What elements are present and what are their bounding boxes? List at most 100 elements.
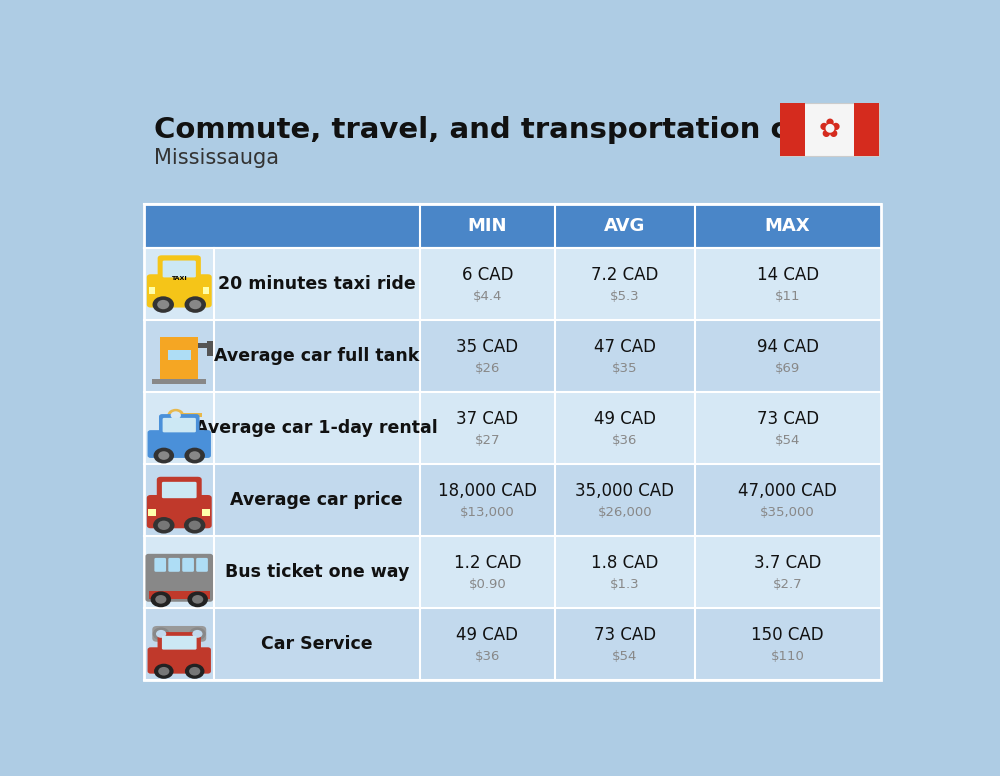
Circle shape xyxy=(171,411,181,419)
FancyBboxPatch shape xyxy=(148,509,156,516)
Text: 1.2 CAD: 1.2 CAD xyxy=(454,554,521,572)
FancyBboxPatch shape xyxy=(152,626,206,642)
Text: $26,000: $26,000 xyxy=(598,506,652,519)
FancyBboxPatch shape xyxy=(148,430,211,458)
Text: 49 CAD: 49 CAD xyxy=(594,410,656,428)
Text: Commute, travel, and transportation costs: Commute, travel, and transportation cost… xyxy=(154,116,857,144)
Text: $4.4: $4.4 xyxy=(473,290,502,303)
Text: $0.90: $0.90 xyxy=(468,578,506,591)
Text: $2.7: $2.7 xyxy=(773,578,802,591)
Circle shape xyxy=(158,451,169,460)
FancyBboxPatch shape xyxy=(149,591,210,599)
Circle shape xyxy=(153,628,170,640)
Text: 150 CAD: 150 CAD xyxy=(751,625,824,643)
Text: 6 CAD: 6 CAD xyxy=(462,266,513,284)
FancyBboxPatch shape xyxy=(163,261,196,278)
FancyBboxPatch shape xyxy=(158,255,201,282)
Text: 73 CAD: 73 CAD xyxy=(594,625,656,643)
Circle shape xyxy=(154,663,174,679)
Text: $13,000: $13,000 xyxy=(460,506,515,519)
Circle shape xyxy=(185,296,206,313)
Circle shape xyxy=(156,630,166,638)
FancyBboxPatch shape xyxy=(182,414,202,417)
Text: 1.8 CAD: 1.8 CAD xyxy=(591,554,659,572)
FancyBboxPatch shape xyxy=(144,464,881,536)
FancyBboxPatch shape xyxy=(144,248,881,320)
Text: $27: $27 xyxy=(475,434,500,447)
Text: 47 CAD: 47 CAD xyxy=(594,338,656,356)
FancyBboxPatch shape xyxy=(162,636,197,650)
FancyBboxPatch shape xyxy=(207,341,213,356)
FancyBboxPatch shape xyxy=(160,337,198,383)
Text: Average car 1-day rental: Average car 1-day rental xyxy=(195,419,438,437)
Text: $69: $69 xyxy=(775,362,800,375)
FancyBboxPatch shape xyxy=(202,509,210,516)
Text: $36: $36 xyxy=(612,434,638,447)
FancyBboxPatch shape xyxy=(144,393,881,464)
Text: 20 minutes taxi ride: 20 minutes taxi ride xyxy=(218,275,416,293)
Circle shape xyxy=(157,300,169,309)
Circle shape xyxy=(151,591,171,608)
FancyBboxPatch shape xyxy=(162,482,197,498)
Text: MIN: MIN xyxy=(468,217,507,235)
Text: ✿: ✿ xyxy=(818,116,841,143)
Circle shape xyxy=(153,296,174,313)
FancyBboxPatch shape xyxy=(168,558,180,572)
Circle shape xyxy=(192,630,203,638)
FancyBboxPatch shape xyxy=(149,287,155,295)
Circle shape xyxy=(189,667,200,676)
Circle shape xyxy=(189,300,201,309)
FancyBboxPatch shape xyxy=(182,558,194,572)
Circle shape xyxy=(185,663,204,679)
Text: 3.7 CAD: 3.7 CAD xyxy=(754,554,821,572)
Text: 49 CAD: 49 CAD xyxy=(456,625,518,643)
FancyBboxPatch shape xyxy=(780,103,879,156)
Text: MAX: MAX xyxy=(765,217,810,235)
FancyBboxPatch shape xyxy=(144,320,881,393)
FancyBboxPatch shape xyxy=(203,287,209,295)
Text: $36: $36 xyxy=(475,650,500,663)
Text: AVG: AVG xyxy=(604,217,646,235)
FancyBboxPatch shape xyxy=(154,558,166,572)
Circle shape xyxy=(184,448,205,463)
FancyBboxPatch shape xyxy=(157,476,202,502)
FancyBboxPatch shape xyxy=(163,418,196,432)
Text: 47,000 CAD: 47,000 CAD xyxy=(738,482,837,500)
Text: 73 CAD: 73 CAD xyxy=(757,410,819,428)
Circle shape xyxy=(167,409,184,422)
Circle shape xyxy=(154,448,174,463)
FancyBboxPatch shape xyxy=(168,350,191,360)
Text: Average car price: Average car price xyxy=(230,491,403,509)
FancyBboxPatch shape xyxy=(144,608,881,680)
FancyBboxPatch shape xyxy=(145,554,213,601)
Text: $11: $11 xyxy=(775,290,800,303)
Text: 35 CAD: 35 CAD xyxy=(456,338,518,356)
Text: TAXI: TAXI xyxy=(171,276,187,281)
FancyBboxPatch shape xyxy=(147,274,212,307)
FancyBboxPatch shape xyxy=(198,343,211,348)
Text: $54: $54 xyxy=(612,650,638,663)
Text: Mississauga: Mississauga xyxy=(154,148,279,168)
FancyBboxPatch shape xyxy=(144,203,881,248)
FancyBboxPatch shape xyxy=(158,632,201,653)
Text: Bus ticket one way: Bus ticket one way xyxy=(225,563,409,581)
Text: 37 CAD: 37 CAD xyxy=(456,410,518,428)
Circle shape xyxy=(184,517,205,534)
FancyBboxPatch shape xyxy=(780,103,805,156)
Text: $1.3: $1.3 xyxy=(610,578,640,591)
Text: $5.3: $5.3 xyxy=(610,290,640,303)
Text: $54: $54 xyxy=(775,434,800,447)
FancyBboxPatch shape xyxy=(148,647,211,674)
Text: $35: $35 xyxy=(612,362,638,375)
Circle shape xyxy=(192,595,203,604)
FancyBboxPatch shape xyxy=(196,558,208,572)
Text: Average car full tank: Average car full tank xyxy=(214,348,419,365)
Text: $110: $110 xyxy=(771,650,805,663)
Text: 18,000 CAD: 18,000 CAD xyxy=(438,482,537,500)
FancyBboxPatch shape xyxy=(144,191,881,203)
Circle shape xyxy=(158,521,170,530)
FancyBboxPatch shape xyxy=(144,536,881,608)
Circle shape xyxy=(158,667,169,676)
Circle shape xyxy=(189,451,200,460)
Text: 94 CAD: 94 CAD xyxy=(757,338,819,356)
